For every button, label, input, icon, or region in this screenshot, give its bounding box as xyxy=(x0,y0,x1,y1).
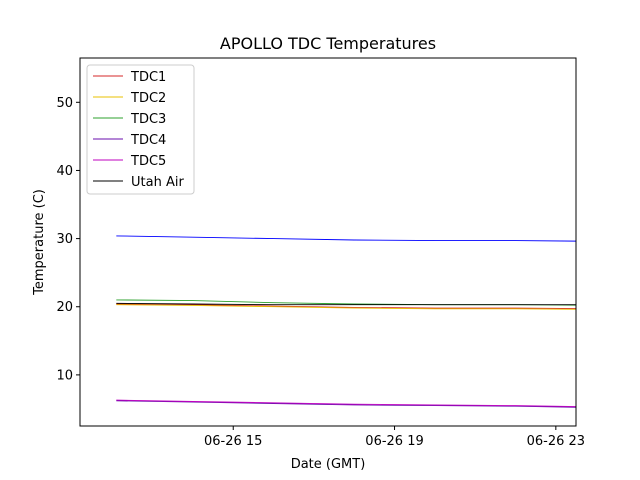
series-line-tdc1 xyxy=(116,303,576,310)
y-tick-label: 30 xyxy=(56,232,73,247)
legend-label: TDC1 xyxy=(130,70,166,85)
x-tick-label: 06-26 15 xyxy=(204,434,262,449)
series-line-tdc5 xyxy=(116,399,576,408)
series-line-tdc2 xyxy=(116,304,576,310)
x-axis-label: Date (GMT) xyxy=(291,457,366,472)
y-tick-label: 10 xyxy=(56,368,73,383)
x-tick-label: 06-26 19 xyxy=(365,434,423,449)
plot-content xyxy=(116,235,576,408)
plot-frame xyxy=(79,57,577,427)
legend-label: TDC5 xyxy=(130,154,166,169)
series-line-blue-sensor xyxy=(116,235,576,242)
chart-title: APOLLO TDC Temperatures xyxy=(220,34,436,53)
y-tick-label: 50 xyxy=(56,96,73,111)
legend-label: TDC3 xyxy=(130,112,166,127)
legend-label: TDC4 xyxy=(130,133,166,148)
y-tick-label: 40 xyxy=(56,164,73,179)
y-tick-label: 20 xyxy=(56,300,73,315)
series-line-tdc4 xyxy=(116,400,576,408)
legend-label: Utah Air xyxy=(131,175,184,190)
x-tick-label: 06-26 23 xyxy=(527,434,585,449)
y-axis-label: Temperature (C) xyxy=(32,189,47,296)
legend-label: TDC2 xyxy=(130,91,166,106)
series-line-utah-air xyxy=(116,302,576,306)
y-axis: 10 20 30 40 50 xyxy=(56,96,80,383)
legend: TDC1 TDC2 TDC3 TDC4 TDC5 Utah Air xyxy=(86,64,195,195)
series-line-tdc3 xyxy=(116,299,576,306)
